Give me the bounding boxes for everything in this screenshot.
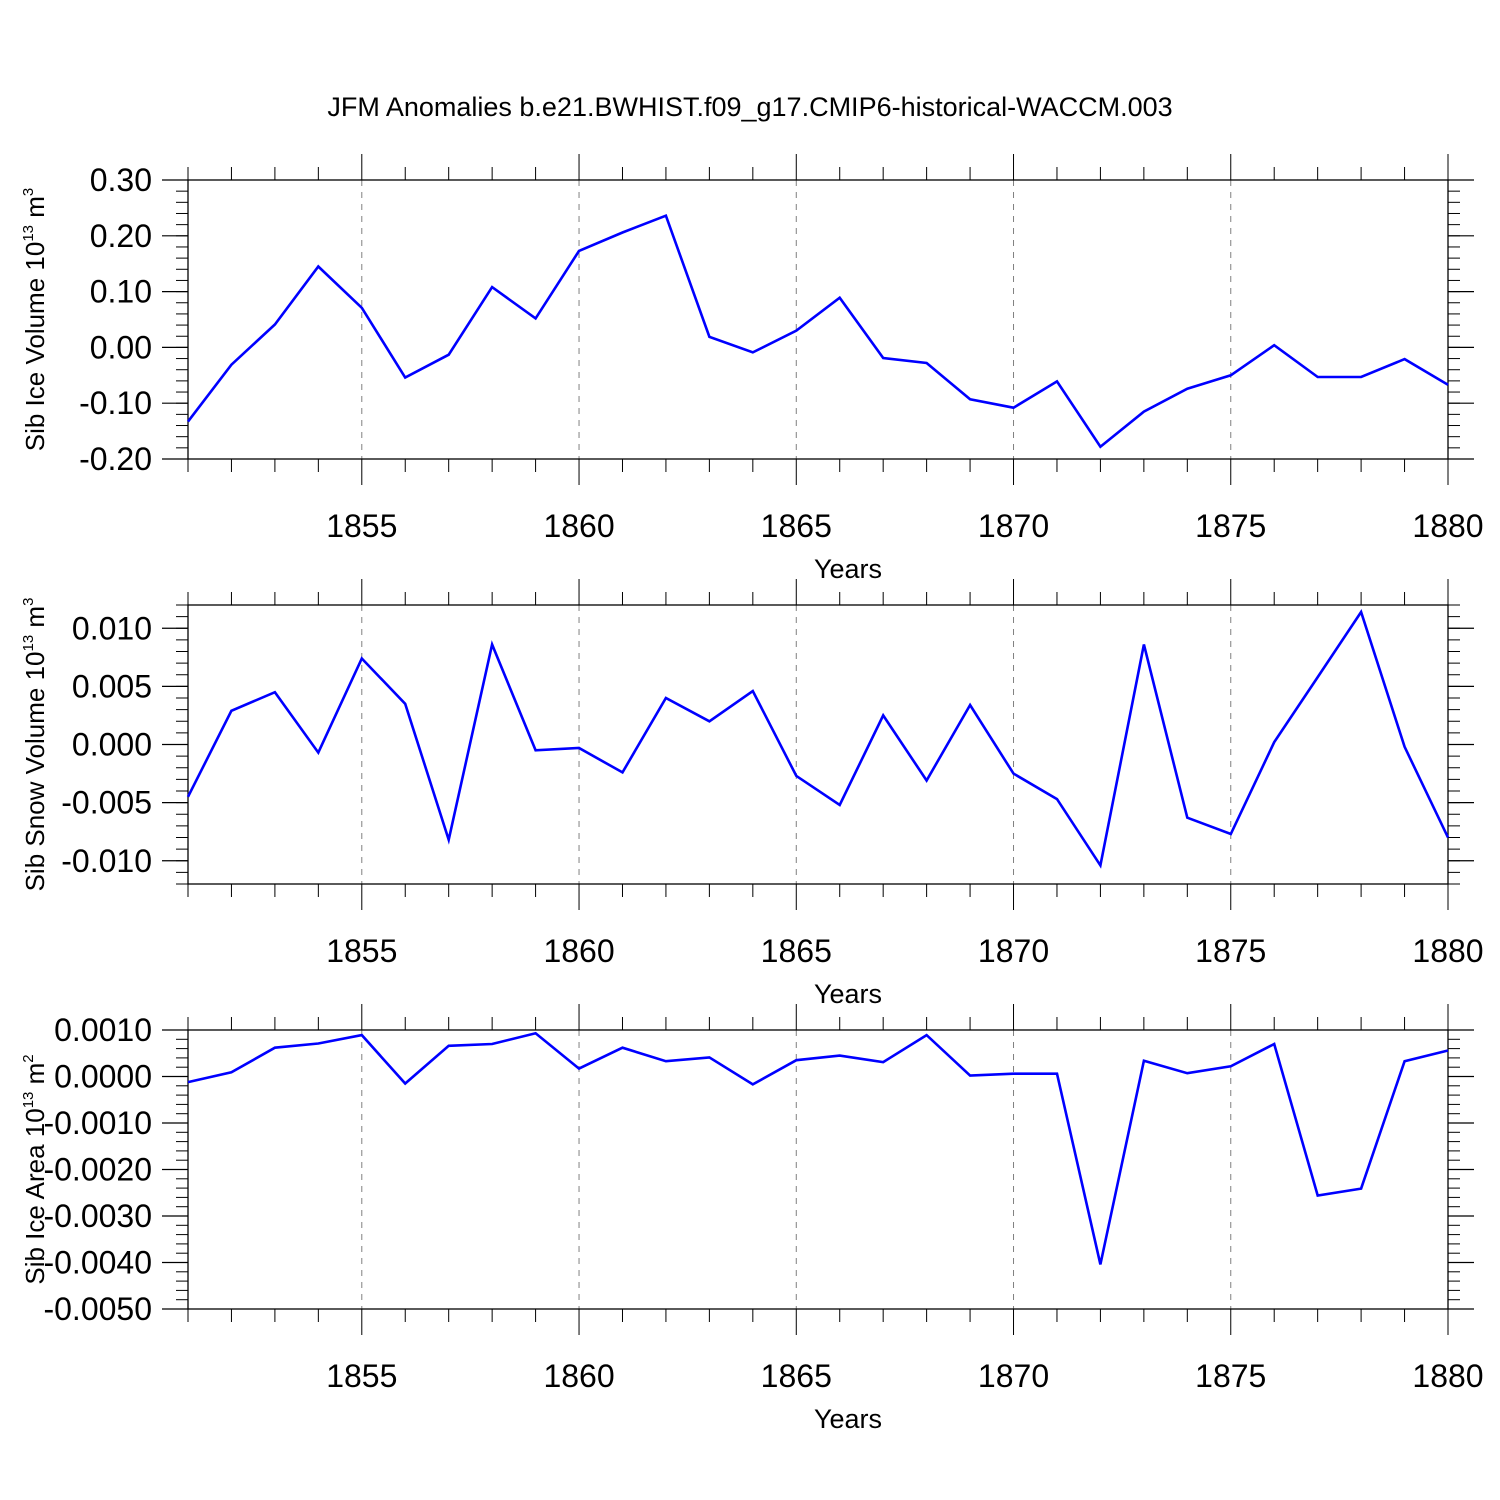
series-line: [186, 214, 1449, 449]
y-tick-label: 0.010: [72, 610, 152, 646]
x-tick-label: 1860: [543, 1358, 614, 1394]
x-tick-label: 1880: [1412, 1358, 1483, 1394]
x-axis-label: Years: [814, 554, 882, 584]
x-tick-label: 1875: [1195, 933, 1266, 969]
y-tick-label: -0.0040: [43, 1245, 152, 1281]
series-line: [186, 609, 1450, 869]
x-tick-label: 1875: [1195, 508, 1266, 544]
chart-title: JFM Anomalies b.e21.BWHIST.f09_g17.CMIP6…: [327, 92, 1172, 122]
x-tick-label: 1870: [978, 1358, 1049, 1394]
x-tick-label: 1855: [326, 508, 397, 544]
y-tick-label: -0.0030: [43, 1198, 152, 1234]
y-axis-label: Sib Ice Volume 1013 m3: [20, 188, 50, 452]
panel-3: -0.0050 -0.0040 -0.0030 -0.0020 -0.0010 0.000…: [20, 1004, 1484, 1434]
series-line: [187, 1031, 1449, 1265]
x-tick-label: 1865: [761, 1358, 832, 1394]
x-tick-label: 1860: [543, 508, 614, 544]
plot-frame: [187, 179, 1449, 460]
plot-frame: [187, 1029, 1449, 1310]
x-tick-label: 1880: [1412, 508, 1483, 544]
x-tick-label: 1860: [543, 933, 614, 969]
y-tick-label: 0.00: [90, 329, 152, 365]
x-tick-label: 1855: [326, 933, 397, 969]
y-tick-label: -0.0020: [43, 1152, 152, 1188]
y-tick-label: 0.10: [90, 274, 152, 310]
x-axis-label: Years: [814, 1404, 882, 1434]
y-tick-label: 0.0010: [54, 1012, 152, 1048]
x-tick-label: 1870: [978, 508, 1049, 544]
y-tick-label: -0.10: [79, 385, 152, 421]
y-tick-label: 0.005: [72, 668, 152, 704]
y-axis-label: Sib Snow Volume 1013 m3: [20, 598, 50, 892]
x-tick-label: 1865: [761, 933, 832, 969]
y-tick-label: -0.20: [79, 441, 152, 477]
x-axis-label: Years: [814, 979, 882, 1009]
plot-frame: [187, 604, 1449, 885]
y-tick-label: -0.0050: [43, 1291, 152, 1327]
x-tick-label: 1875: [1195, 1358, 1266, 1394]
y-axis-label: Sib Ice Area 1013 m2: [20, 1054, 50, 1284]
panel-2: -0.010 -0.005 0.000 0.005 0.010 1855 1860 1865 1…: [20, 579, 1484, 1009]
x-tick-label: 1855: [326, 1358, 397, 1394]
x-tick-label: 1880: [1412, 933, 1483, 969]
y-tick-label: -0.005: [61, 785, 152, 821]
x-tick-label: 1865: [761, 508, 832, 544]
y-tick-label: -0.010: [61, 843, 152, 879]
y-tick-label: 0.30: [90, 162, 152, 198]
panel-1: -0.20 -0.10 0.00 0.10 0.20 0.30 1855 1860 1865 18…: [20, 154, 1484, 584]
y-tick-label: 0.20: [90, 218, 152, 254]
y-tick-label: 0.000: [72, 727, 152, 763]
x-tick-label: 1870: [978, 933, 1049, 969]
y-tick-label: 0.0000: [54, 1059, 152, 1095]
y-tick-label: -0.0010: [43, 1105, 152, 1141]
